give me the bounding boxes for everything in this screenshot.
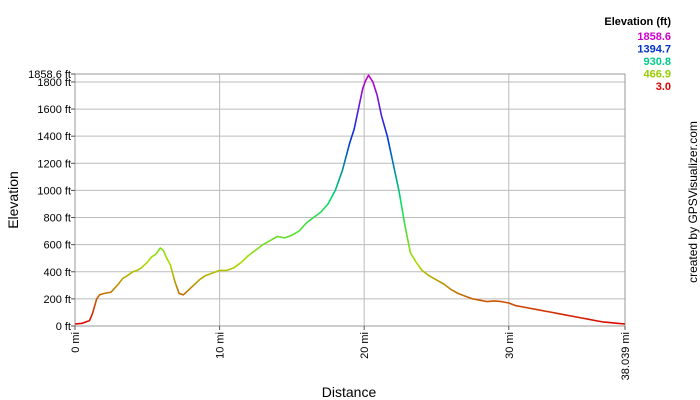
x-tick-label: 20 mi: [359, 332, 371, 359]
credit-text: created by GPSVisualizer.com: [686, 121, 700, 283]
y-tick-label: 400 ft: [43, 267, 71, 279]
y-tick-label: 200 ft: [43, 294, 71, 306]
y-tick-label: 1858.6 ft: [28, 69, 71, 81]
legend-entry: 1858.6: [637, 31, 671, 43]
legend-title: Elevation (ft): [604, 16, 671, 28]
x-axis-title: Distance: [322, 384, 377, 400]
y-tick-label: 1400 ft: [37, 131, 71, 143]
y-tick-label: 1200 ft: [37, 158, 71, 170]
y-axis-title: Elevation: [5, 171, 21, 229]
legend-entry: 3.0: [656, 81, 671, 93]
y-tick-label: 1800 ft: [37, 77, 71, 89]
y-tick-label: 1600 ft: [37, 104, 71, 116]
x-axis-ticks: 0 mi 10 mi 20 mi 30 mi 38.039 mi: [70, 326, 632, 380]
elevation-profile-line: [74, 74, 626, 325]
y-tick-label: 0 ft: [56, 321, 71, 333]
y-axis-ticks: 0 ft 200 ft 400 ft 600 ft 800 ft 1000 ft 1200 …: [28, 69, 75, 333]
x-tick-label: 30 mi: [504, 332, 516, 359]
legend-entry: 930.8: [643, 56, 671, 68]
x-tick-label: 38.039 mi: [620, 332, 632, 380]
x-tick-label: 10 mi: [215, 332, 227, 359]
x-tick-label: 0 mi: [70, 332, 82, 353]
legend-entry: 466.9: [643, 69, 671, 81]
grid-lines: [75, 74, 625, 326]
legend-entry: 1394.7: [637, 44, 671, 56]
y-tick-label: 800 ft: [43, 213, 71, 225]
y-tick-label: 1000 ft: [37, 185, 71, 197]
y-tick-label: 600 ft: [43, 240, 71, 252]
plot-frame: [74, 73, 626, 327]
